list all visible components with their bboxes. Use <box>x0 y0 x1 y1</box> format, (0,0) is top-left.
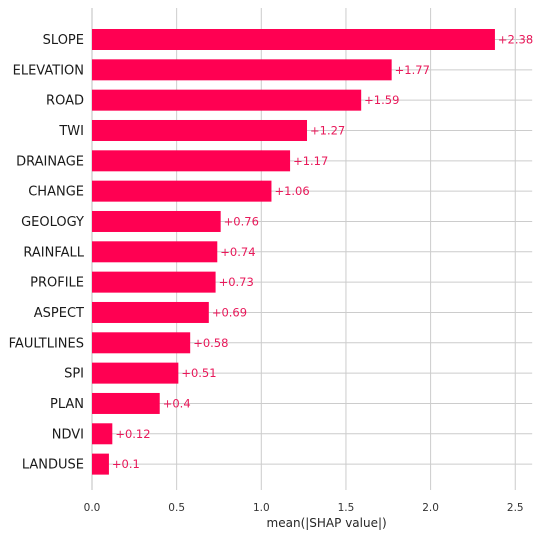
bar-geology <box>92 210 221 232</box>
value-label: +1.59 <box>364 93 399 107</box>
value-label: +1.17 <box>293 154 328 168</box>
value-label: +0.1 <box>112 457 140 471</box>
value-label: +0.74 <box>220 245 255 259</box>
x-tick-label: 2.0 <box>422 502 439 514</box>
category-label: PLAN <box>50 397 84 412</box>
value-label: +0.58 <box>193 336 228 350</box>
value-label: +0.76 <box>224 214 259 228</box>
value-label: +0.12 <box>115 427 150 441</box>
x-tick-label: 0.0 <box>84 502 101 514</box>
category-labels: SLOPE ELEVATION ROAD TWI DRAINAGE CHANGE GEOLO… <box>9 33 85 473</box>
category-label: TWI <box>58 124 84 139</box>
value-label: +1.77 <box>395 63 430 77</box>
bar-rainfall <box>92 241 218 263</box>
bar-plan <box>92 392 160 414</box>
bar-drainage <box>92 150 291 172</box>
value-label: +0.69 <box>212 305 247 319</box>
bar-profile <box>92 271 216 293</box>
category-label: FAULTLINES <box>9 336 84 351</box>
category-label: CHANGE <box>28 185 84 200</box>
x-tick-label: 2.5 <box>507 502 524 514</box>
x-tick-label: 1.5 <box>338 502 355 514</box>
value-label: +1.06 <box>274 184 309 198</box>
value-label: +0.73 <box>219 275 254 289</box>
value-labels: +2.38 +1.77 +1.59 +1.27 +1.17 +1.06 +0.76 +0.74… <box>112 33 533 472</box>
x-tick-label: 1.0 <box>253 502 270 514</box>
vertical-gridlines <box>176 8 516 490</box>
category-label: RAINFALL <box>23 245 84 260</box>
category-label: ROAD <box>46 94 84 109</box>
category-label: DRAINAGE <box>16 154 84 169</box>
x-tick-labels: 0.0 0.5 1.0 1.5 2.0 2.5 <box>84 502 524 514</box>
bar-spi <box>92 362 179 384</box>
bar-slope <box>92 29 495 50</box>
bar-faultlines <box>92 332 191 354</box>
category-label: LANDUSE <box>22 458 84 473</box>
bar-change <box>92 180 272 202</box>
bar-elevation <box>92 59 392 81</box>
category-label: ELEVATION <box>13 63 84 78</box>
value-label: +2.38 <box>498 33 533 47</box>
x-axis-title: mean(|SHAP value|) <box>267 516 387 530</box>
category-label: SPI <box>64 367 84 382</box>
bars <box>92 29 495 475</box>
value-label: +0.4 <box>163 396 191 410</box>
category-label: NDVI <box>52 427 84 442</box>
value-label: +1.27 <box>310 123 345 137</box>
bar-aspect <box>92 301 209 323</box>
category-label: PROFILE <box>30 276 84 291</box>
category-label: GEOLOGY <box>21 215 84 230</box>
bar-road <box>92 89 362 111</box>
x-tick-label: 0.5 <box>168 502 185 514</box>
category-label: ASPECT <box>34 306 84 321</box>
value-label: +0.51 <box>181 366 216 380</box>
category-label: SLOPE <box>43 33 84 48</box>
bar-landuse <box>92 453 109 475</box>
bar-twi <box>92 119 308 141</box>
bar-ndvi <box>92 423 113 445</box>
